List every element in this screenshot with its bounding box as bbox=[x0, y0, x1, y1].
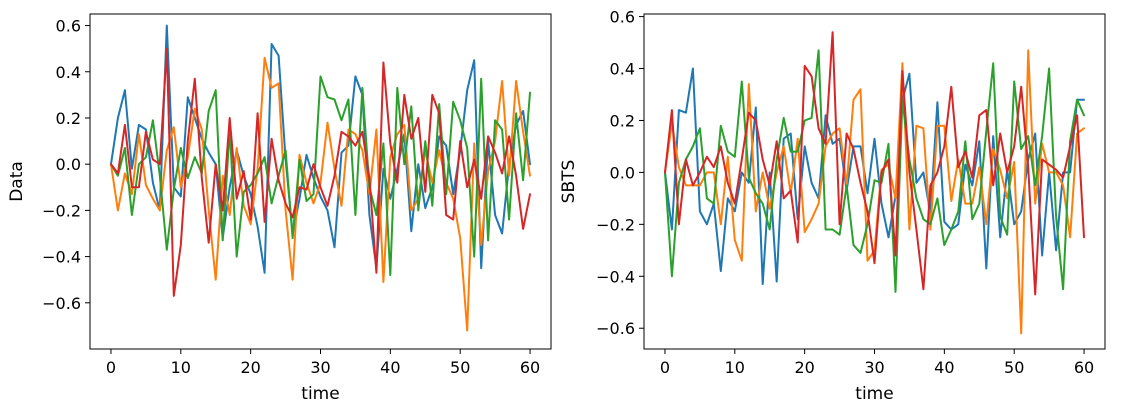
y-tick-label: 0.6 bbox=[56, 17, 81, 36]
series-line-2 bbox=[110, 56, 531, 332]
x-tick-label: 0 bbox=[660, 358, 670, 377]
y-axis-label: Data bbox=[7, 161, 27, 202]
x-tick-label: 10 bbox=[725, 358, 745, 377]
sbts-panel: 0 10 20 30 40 50 60 −0.6 −0.4 −0.2 0.0 0.2 0.4 0.6 tim… bbox=[559, 8, 1106, 404]
series-line-1 bbox=[664, 67, 1085, 286]
y-tick-label: −0.2 bbox=[596, 215, 635, 234]
series-line-4 bbox=[664, 31, 1085, 296]
y-tick-label: −0.2 bbox=[42, 201, 81, 220]
y-tick-label: 0.6 bbox=[610, 8, 635, 27]
x-tick-label: 40 bbox=[934, 358, 954, 377]
x-tick-label: 20 bbox=[240, 358, 260, 377]
x-tick-label: 30 bbox=[310, 358, 330, 377]
x-tick-label: 10 bbox=[171, 358, 191, 377]
x-axis-label: time bbox=[301, 384, 339, 404]
y-axis-label: SBTS bbox=[559, 160, 579, 204]
x-axis-label: time bbox=[855, 384, 893, 404]
y-tick-label: −0.6 bbox=[42, 294, 81, 313]
series-line-4 bbox=[110, 47, 531, 297]
data-panel: 0 10 20 30 40 50 60 −0.6 −0.4 −0.2 0.0 0.2 0.4 0.6 tim… bbox=[7, 13, 552, 404]
y-tick-label: 0.2 bbox=[610, 111, 635, 130]
y-tick-label: 0.4 bbox=[610, 60, 635, 79]
y-tick-label: −0.6 bbox=[596, 319, 635, 338]
x-tick-label: 60 bbox=[1074, 358, 1094, 377]
y-tick-label: −0.4 bbox=[42, 248, 81, 267]
y-tick-label: 0.0 bbox=[610, 163, 635, 182]
y-tick-label: 0.2 bbox=[56, 109, 81, 128]
y-tick-label: −0.4 bbox=[596, 267, 635, 286]
y-tick-label: 0.4 bbox=[56, 63, 81, 82]
x-tick-label: 50 bbox=[1004, 358, 1024, 377]
series-line-3 bbox=[664, 49, 1085, 293]
x-tick-label: 60 bbox=[520, 358, 540, 377]
y-tick-label: 0.0 bbox=[56, 155, 81, 174]
x-tick-label: 40 bbox=[380, 358, 400, 377]
series-line-3 bbox=[110, 75, 531, 277]
x-tick-label: 0 bbox=[106, 358, 116, 377]
x-tick-label: 30 bbox=[864, 358, 884, 377]
x-tick-label: 50 bbox=[450, 358, 470, 377]
x-tick-label: 20 bbox=[794, 358, 814, 377]
